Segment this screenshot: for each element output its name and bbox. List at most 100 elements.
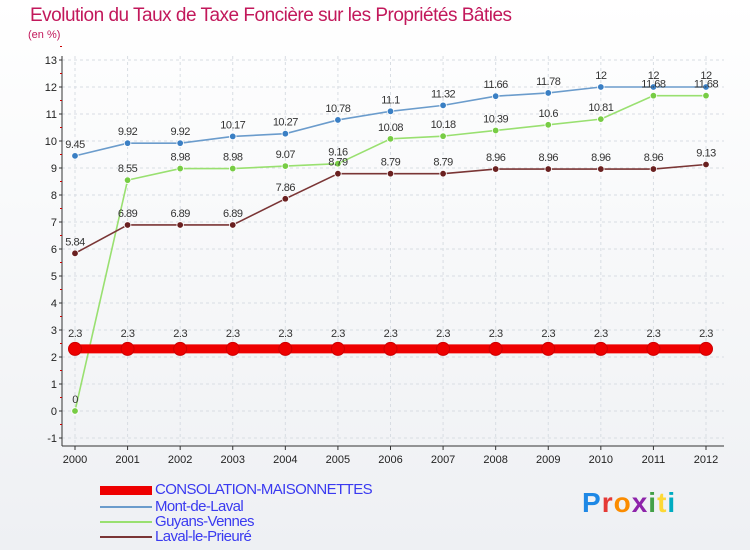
data-point (544, 165, 552, 173)
data-point (173, 341, 188, 356)
data-point (334, 116, 342, 124)
data-label: 8.98 (223, 152, 243, 164)
logo-letter: o (613, 487, 632, 518)
data-label: 2.3 (121, 328, 135, 340)
data-point (176, 221, 184, 229)
logo-letter: P (582, 487, 602, 518)
y-tick-label: 6 (51, 244, 57, 256)
x-tick-label: 2012 (694, 454, 718, 466)
data-label: 10.17 (220, 119, 245, 131)
y-tick-label: 3 (51, 325, 57, 337)
y-tick-label: 11 (46, 109, 57, 121)
data-point (71, 407, 79, 415)
data-label: 12 (595, 70, 607, 82)
data-label: 8.96 (486, 152, 506, 164)
data-point (439, 169, 447, 178)
data-labels-1: 9.45 9.92 9.92 10.17 10.27 10.78 11.1 11.32 11.6… (65, 70, 712, 151)
data-label: 6.89 (170, 208, 190, 220)
data-point (439, 132, 447, 140)
legend-item-consolation: CONSOLATION-MAISONNETTES (100, 481, 500, 499)
data-point (176, 164, 184, 173)
logo-letter: t (657, 487, 668, 518)
data-label: 8.98 (170, 152, 190, 164)
data-point (334, 159, 342, 168)
grid-lines (62, 56, 724, 446)
data-label: 9.07 (276, 149, 296, 161)
logo-letter: i (648, 487, 658, 518)
data-label: 8.55 (118, 163, 138, 175)
data-label: 2.3 (173, 328, 187, 340)
logo-letter: i (667, 487, 677, 518)
data-labels-0: 2.3 2.3 2.3 2.3 2.3 2.3 2.3 2.3 2.3 2.3 2.3 2.3 2.3 (68, 328, 714, 340)
data-label: 10.39 (483, 113, 508, 125)
data-labels-2: 0 8.55 8.98 8.98 9.07 9.16 10.08 10.18 10.39 10.6… (72, 79, 719, 406)
data-point (278, 341, 293, 356)
data-point (334, 169, 342, 178)
data-label: 2.3 (278, 328, 292, 340)
data-point (702, 91, 710, 100)
y-tick-label: 1 (51, 379, 57, 391)
data-label: 11.78 (536, 76, 561, 88)
y-tick-label: 8 (51, 190, 57, 202)
data-point (646, 341, 661, 356)
legend-label: Mont-de-Laval (155, 498, 244, 515)
data-label: 8.79 (433, 157, 453, 169)
y-tick-label: 0 (51, 406, 57, 418)
data-point (649, 165, 658, 173)
data-label: 2.3 (541, 328, 555, 340)
x-tick-label: 2004 (273, 454, 297, 466)
data-point (123, 176, 132, 184)
legend-label: CONSOLATION-MAISONNETTES (155, 481, 373, 498)
data-label: 2.3 (647, 328, 661, 340)
data-label: 9.92 (118, 126, 138, 138)
data-point (71, 152, 79, 160)
x-tick-label: 2008 (483, 454, 507, 466)
data-point (597, 115, 605, 123)
data-label: 10.27 (273, 117, 298, 129)
x-tick-label: 2007 (431, 454, 455, 466)
data-label: 8.96 (591, 152, 611, 164)
data-point (68, 341, 82, 356)
data-point (702, 160, 710, 169)
data-label: 8.79 (381, 157, 401, 169)
data-point (386, 107, 395, 115)
legend-swatch (100, 521, 152, 523)
data-point (229, 132, 237, 141)
data-point (71, 249, 79, 258)
y-tick-label: 10 (45, 136, 57, 148)
data-point (649, 91, 658, 100)
data-label: 2.3 (594, 328, 608, 340)
y-tick-label: 13 (45, 55, 57, 67)
y-tick-label: 2 (51, 352, 57, 364)
data-label: 9.16 (328, 147, 348, 159)
legend-item-guyans-vennes: Guyans-Vennes (100, 513, 500, 531)
data-point (699, 341, 713, 356)
data-label: 6.89 (118, 208, 138, 220)
y-tick-label: -1 (47, 433, 57, 445)
x-tick-label: 2006 (378, 454, 402, 466)
data-point (120, 341, 135, 356)
data-point (597, 165, 605, 173)
data-label: 10.6 (539, 108, 559, 120)
legend-label: Laval-le-Prieuré (155, 528, 252, 545)
data-point (176, 139, 184, 147)
data-point (229, 221, 237, 229)
data-label: 2.3 (436, 328, 450, 340)
series-3 (71, 160, 710, 258)
data-point (544, 121, 552, 129)
data-label: 10.18 (431, 119, 456, 131)
data-label: 11.68 (641, 79, 666, 91)
data-label: 9.45 (65, 139, 85, 151)
data-label: 2.3 (331, 328, 345, 340)
data-label: 11.66 (484, 79, 509, 91)
series-0 (68, 341, 713, 356)
data-label: 10.81 (588, 102, 613, 114)
data-label: 11.1 (381, 94, 400, 106)
data-label: 0 (72, 394, 78, 406)
x-tick-label: 2003 (221, 454, 245, 466)
data-point (544, 89, 552, 97)
data-point (491, 126, 500, 135)
logo-letter: r (601, 487, 614, 518)
data-label: 2.3 (68, 328, 82, 340)
